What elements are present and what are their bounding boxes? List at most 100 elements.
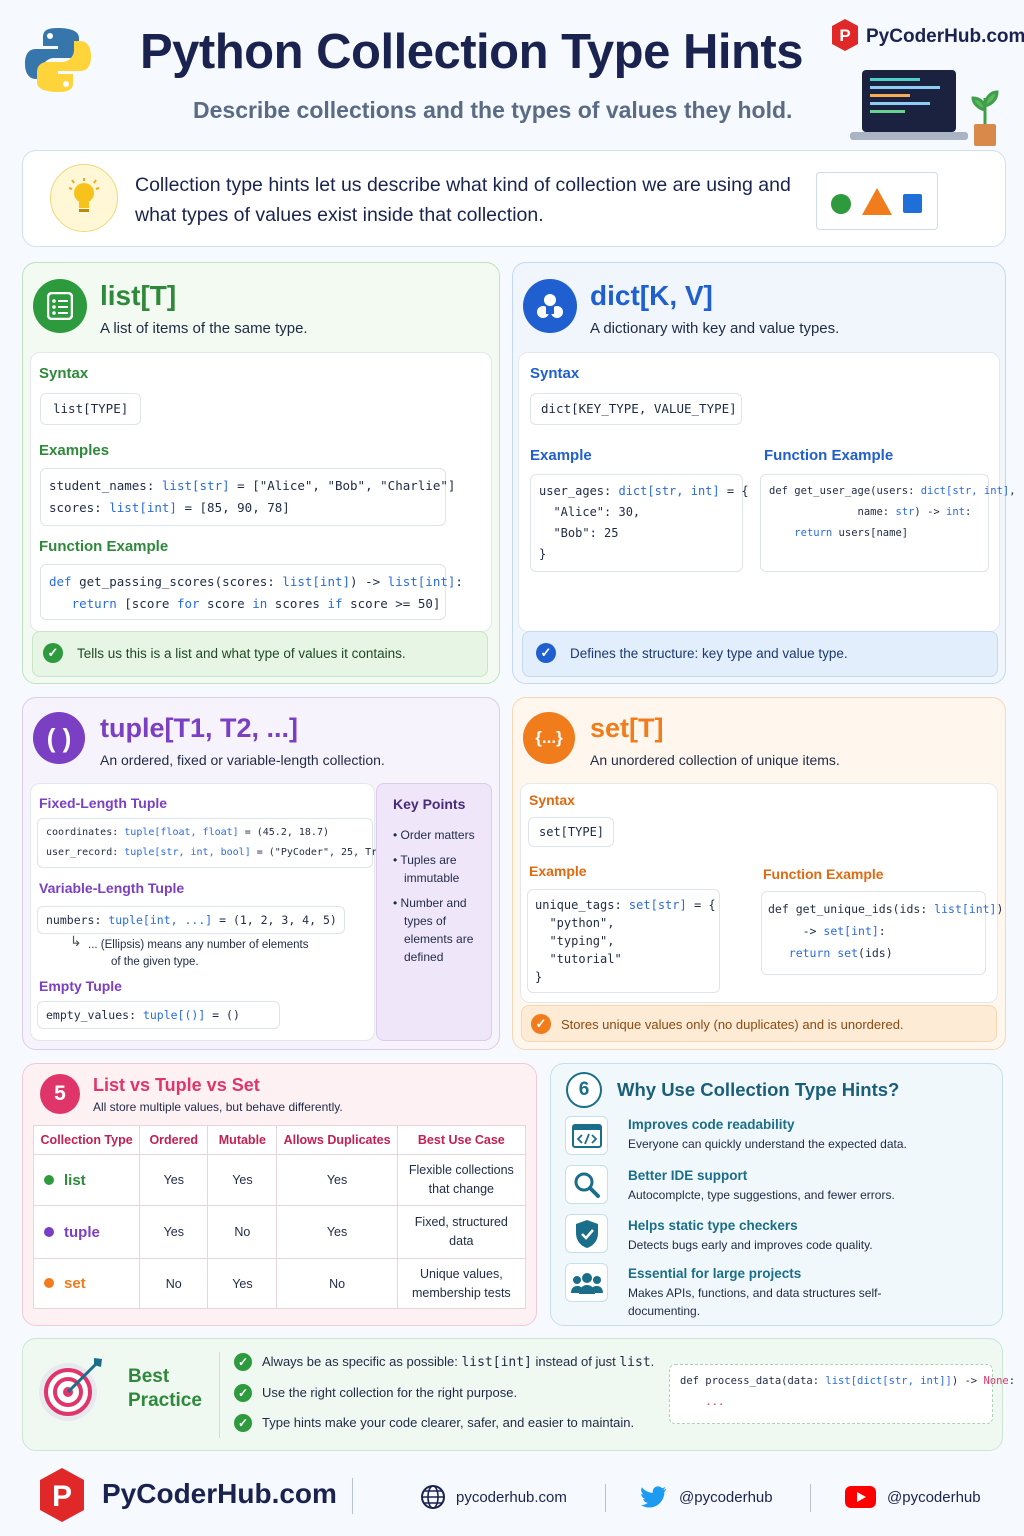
header-brand: PyCoderHub.com — [866, 26, 1024, 47]
tuple-title: tuple[T1, T2, ...] — [100, 713, 299, 743]
footer-youtube-link[interactable]: @pycoderhub — [887, 1489, 981, 1506]
column-header: Best Use Case — [396, 1125, 527, 1155]
svg-text:P: P — [839, 26, 850, 45]
dot-icon — [44, 1278, 54, 1288]
list-syntax-code: list[TYPE] — [40, 393, 141, 425]
tuple-variable-heading: Variable-Length Tuple — [39, 880, 185, 896]
tuple-empty-heading: Empty Tuple — [39, 978, 122, 994]
dict-icon — [523, 279, 577, 333]
youtube-icon — [845, 1486, 876, 1508]
set-syntax-code: set[TYPE] — [528, 817, 614, 847]
check-icon: ✓ — [234, 1353, 252, 1371]
table-cell: No — [207, 1205, 278, 1259]
table-cell: Yes — [207, 1258, 278, 1309]
lightbulb-icon — [50, 164, 118, 232]
table-cell: Unique values, membership tests — [396, 1258, 527, 1309]
target-icon — [36, 1354, 106, 1424]
best-point-2: Use the right collection for the right p… — [262, 1385, 518, 1400]
footer-brand: PyCoderHub.com — [102, 1478, 337, 1509]
list-item: • Order matters — [393, 828, 475, 842]
list-desc: A list of items of the same type. — [100, 320, 308, 337]
list-title: list[T] — [100, 280, 177, 311]
dict-syntax-heading: Syntax — [530, 365, 580, 382]
dict-func-heading: Function Example — [764, 447, 894, 464]
best-point-1: Always be as specific as possible: list[… — [262, 1354, 655, 1370]
table-cell: Yes — [276, 1154, 398, 1206]
intro-text: Collection type hints let us describe wh… — [135, 174, 791, 226]
set-func-code: def get_unique_ids(ids: list[int]) -> se… — [761, 891, 1003, 975]
table-cell: No — [276, 1258, 398, 1309]
why-card — [550, 1063, 1003, 1326]
key-points-heading: Key Points — [393, 796, 466, 812]
table-cell: Yes — [139, 1154, 209, 1206]
list-examples-heading: Examples — [39, 442, 110, 459]
why-item-heading: Essential for large projects — [628, 1266, 802, 1281]
arrow-return-icon: ↳ — [70, 933, 82, 949]
best-practice-code: def process_data(data: list[dict[str, in… — [669, 1364, 1015, 1424]
list-icon — [33, 279, 87, 333]
row-name: set — [64, 1275, 86, 1292]
table-header-row: Collection Type Ordered Mutable Allows D… — [32, 1125, 527, 1155]
column-header: Ordered — [139, 1125, 209, 1155]
check-icon: ✓ — [43, 643, 63, 663]
page-subtitle: Describe collections and the types of va… — [193, 97, 793, 123]
table-cell: Yes — [139, 1205, 209, 1259]
list-func-heading: Function Example — [39, 538, 169, 555]
dict-note-bar — [522, 631, 998, 677]
why-item-desc: Makes APIs, functions, and data structur… — [628, 1286, 882, 1318]
code-icon — [565, 1116, 608, 1155]
table-cell: No — [139, 1258, 209, 1309]
dot-icon — [44, 1226, 54, 1237]
footer-site-link[interactable]: pycoderhub.com — [456, 1489, 567, 1506]
footer-twitter-link[interactable]: @pycoderhub — [679, 1489, 773, 1506]
list-item: • Tuples are immutable — [393, 853, 460, 885]
set-example-code: unique_tags: set[str] = { "python", "typ… — [527, 889, 720, 993]
why-item-heading: Helps static type checkers — [628, 1218, 798, 1233]
section-number-6: 6 — [566, 1072, 602, 1108]
why-title: Why Use Collection Type Hints? — [617, 1079, 900, 1100]
shapes-illustration — [816, 172, 938, 230]
check-icon: ✓ — [234, 1414, 252, 1432]
table-cell: Flexible collections that change — [396, 1154, 527, 1206]
ellipsis-note-2: of the given type. — [111, 956, 199, 968]
set-note: Stores unique values only (no duplicates… — [561, 1017, 904, 1032]
dict-syntax-code: dict[KEY_TYPE, VALUE_TYPE] — [530, 393, 742, 425]
row-name: list — [64, 1171, 86, 1189]
table-row: set No Yes No Unique values, membership … — [32, 1258, 527, 1309]
check-icon: ✓ — [234, 1384, 252, 1402]
column-header: Mutable — [207, 1125, 278, 1155]
divider — [810, 1484, 811, 1512]
tuple-fixed-code: coordinates: tuple[float, float] = (45.2… — [37, 818, 395, 868]
globe-icon — [420, 1484, 446, 1510]
brand-logo-icon: P — [830, 18, 860, 52]
list-func-code: def get_passing_scores(scores: list[int]… — [40, 564, 463, 620]
list-examples-code: student_names: list[str] = ["Alice", "Bo… — [40, 468, 455, 526]
list-item: • Number and types of elements are defin… — [393, 896, 474, 964]
dict-func-code: def get_user_age(users: dict[str, int], … — [760, 474, 1016, 572]
table-cell: Fixed, structured data — [396, 1205, 527, 1259]
divider — [219, 1352, 220, 1438]
table-cell: Yes — [276, 1205, 398, 1259]
set-example-heading: Example — [529, 863, 587, 879]
check-icon: ✓ — [531, 1014, 551, 1034]
table-row: tuple Yes No Yes Fixed, structured data — [32, 1205, 527, 1259]
check-icon: ✓ — [536, 643, 556, 663]
key-points-list: • Order matters • Tuples are immutable •… — [393, 826, 489, 966]
row-name: tuple — [64, 1223, 100, 1241]
set-func-heading: Function Example — [763, 866, 884, 882]
column-header: Collection Type — [32, 1125, 141, 1155]
laptop-illustration — [846, 66, 1006, 150]
section-number-5: 5 — [40, 1074, 80, 1114]
list-note: Tells us this is a list and what type of… — [77, 646, 406, 661]
compare-subtitle: All store multiple values, but behave di… — [93, 1100, 343, 1114]
tuple-empty-code: empty_values: tuple[()] = () — [37, 1001, 280, 1029]
column-header: Allows Duplicates — [276, 1125, 398, 1155]
twitter-icon — [641, 1486, 667, 1508]
shield-check-icon — [565, 1214, 608, 1253]
compare-title: List vs Tuple vs Set — [93, 1075, 260, 1095]
why-item-heading: Improves code readability — [628, 1117, 795, 1132]
table-cell: Yes — [207, 1154, 278, 1206]
python-logo-icon — [22, 24, 94, 96]
key-points-panel — [376, 783, 492, 1041]
table-row: list Yes Yes Yes Flexible collections th… — [32, 1154, 527, 1206]
